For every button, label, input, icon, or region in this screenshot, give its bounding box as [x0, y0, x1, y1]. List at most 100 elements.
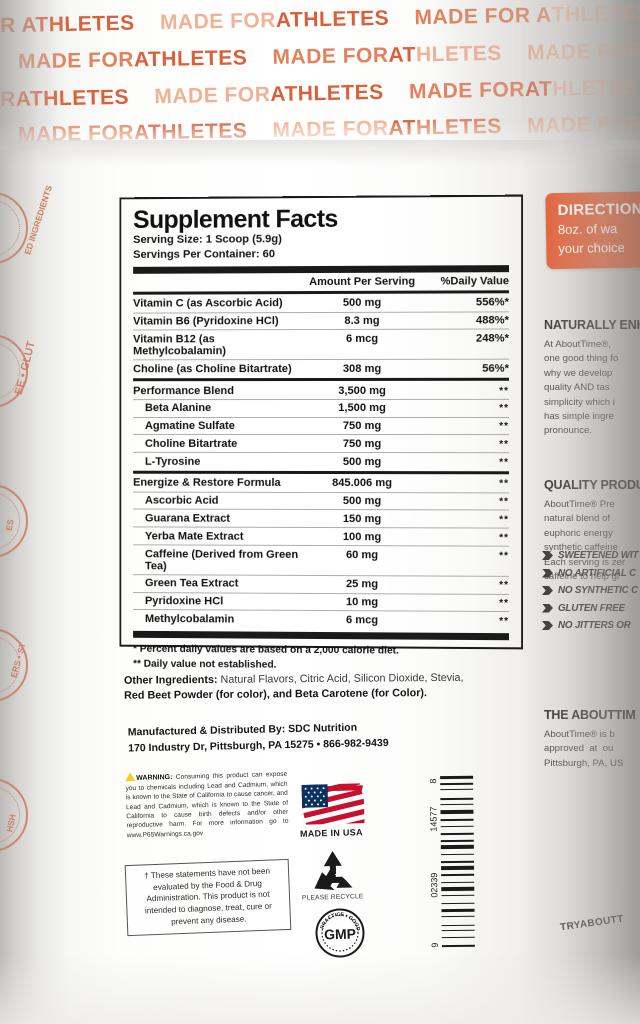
barcode-digit: 14577 [428, 806, 439, 832]
row-amount: 845.006 mg [332, 477, 393, 490]
row-amount: 100 mg [342, 530, 382, 544]
table-row: Vitamin B6 (Pyridoxine HCl) 8.3 mg 488%* [133, 310, 510, 330]
row-amount: 25 mg [345, 578, 379, 591]
row-amount: 150 mg [342, 513, 382, 526]
directions-line2: your choice [558, 240, 625, 257]
table-row: Methylcobalamin 6 mcg ** [133, 609, 510, 630]
row-name: L-Tyrosine [144, 455, 201, 468]
row-dv: ** [499, 385, 510, 397]
row-dv: ** [499, 598, 510, 610]
table-row: Choline (as Choline Bitartrate) 308 mg 5… [133, 358, 510, 378]
please-recycle-caption: PLEASE RECYCLE [301, 893, 364, 902]
table-header: Amount Per Serving %Daily Value [133, 272, 509, 291]
servings-per-container: Servings Per Container: 60 [133, 248, 276, 261]
table-row: Caffeine (Derived from Green Tea) 60 mg … [133, 544, 510, 576]
row-dv: ** [499, 496, 510, 508]
table-row: Choline Bitartrate 750 mg ** [133, 434, 510, 453]
row-name: Performance Blend [133, 384, 234, 397]
supplement-facts-title: Supplement Facts [133, 204, 338, 235]
row-name: Yerba Mate Extract [144, 530, 244, 543]
row-dv: ** [499, 532, 510, 544]
header-daily-value: %Daily Value [440, 274, 510, 288]
gmp-seal-icon: GMP PRACTICE • GOOD [315, 908, 365, 958]
barcode-bars [440, 770, 475, 956]
bullet-label: GLUTEN FREE [558, 602, 625, 614]
bullet-label: NO SYNTHETIC C [558, 585, 638, 596]
list-item: NO ARTIFICIAL C [542, 568, 640, 579]
row-dv: ** [499, 514, 510, 526]
row-amount: 60 mg [345, 548, 379, 561]
row-amount: 500 mg [342, 455, 382, 468]
row-dv: 488%* [475, 314, 510, 327]
row-amount: 6 mcg [345, 332, 379, 345]
row-dv: ** [499, 550, 510, 562]
other-ingredients-label: Other Ingredients: [123, 673, 218, 687]
left-edge-seal-label: ES [3, 518, 16, 532]
bullet-arrow-icon [542, 551, 553, 560]
row-dv: 248%* [475, 332, 510, 345]
list-item: GLUTEN FREE [542, 603, 640, 614]
bottom-shading [0, 954, 640, 1024]
row-amount: 8.3 mg [344, 314, 380, 328]
barcode-digit: 02339 [429, 872, 440, 898]
feature-bullet-list: SWEETENED WIT NO ARTIFICIAL C NO SYNTHET… [542, 550, 640, 638]
row-dv: ** [499, 403, 510, 415]
table-row: Green Tea Extract 25 mg ** [133, 573, 509, 594]
fda-disclaimer: † These statements have not been evaluat… [124, 858, 292, 937]
barcode-digit: 9 [429, 942, 440, 948]
made-in-usa-caption: MADE IN USA [299, 827, 363, 839]
barcode-digit: 8 [428, 778, 439, 784]
divider-medium [133, 377, 510, 382]
barcode: 8 14577 02339 9 [427, 770, 475, 956]
row-dv: ** [499, 615, 510, 628]
right-wrap-panel: DIRECTION 8oz. of wa your choice NATURAL… [528, 150, 640, 950]
warning-heading: WARNING: [136, 773, 173, 782]
other-ingredients-line2: Red Beet Powder (for color), and Beta Ca… [124, 687, 428, 703]
header-spacer [133, 276, 302, 289]
table-row: Vitamin B12 (as Methylcobalamin) 6 mcg 2… [133, 328, 510, 360]
list-item: NO JITTERS OR [542, 620, 640, 631]
row-amount: 500 mg [342, 297, 382, 310]
footnotes: * Percent daily values are based on a 2,… [133, 638, 509, 675]
row-dv: ** [499, 456, 510, 468]
warning-triangle-icon [125, 771, 136, 782]
other-ingredients-line1: Natural Flavors, Citric Acid, Silicon Di… [217, 671, 464, 686]
recycle-icon [314, 851, 353, 890]
bullet-arrow-icon [542, 568, 553, 578]
bullet-arrow-icon [542, 586, 553, 595]
row-name: Pyridoxine HCl [144, 595, 224, 608]
row-name: Beta Alanine [144, 402, 212, 415]
row-amount: 6 mcg [345, 614, 379, 627]
table-row: Energize & Restore Formula 845.006 mg ** [133, 475, 509, 492]
row-name: Energize & Restore Formula [133, 477, 281, 490]
table-row: Beta Alanine 1,500 mg ** [133, 398, 510, 417]
bullet-label: NO ARTIFICIAL C [558, 567, 636, 579]
row-amount: 500 mg [342, 495, 382, 508]
row-amount: 308 mg [342, 362, 382, 375]
row-dv: ** [499, 438, 510, 451]
row-dv: ** [499, 478, 510, 490]
svg-text:GMP: GMP [324, 926, 356, 943]
row-name: Green Tea Extract [144, 577, 239, 590]
row-dv: ** [499, 421, 510, 433]
row-amount: 10 mg [345, 596, 379, 609]
row-name: Guarana Extract [144, 512, 230, 525]
header-amount: Amount Per Serving [309, 275, 416, 288]
list-item: SWEETENED WIT [542, 550, 640, 561]
row-name: Agmatine Sulfate [144, 420, 235, 433]
barcode-digits: 8 14577 02339 9 [427, 770, 442, 956]
bullet-label: NO JITTERS OR [558, 620, 631, 631]
other-ingredients: Other Ingredients: Natural Flavors, Citr… [124, 670, 516, 704]
table-row: Yerba Mate Extract 100 mg ** [133, 526, 510, 546]
row-name: Caffeine (Derived from Green Tea) [144, 547, 299, 572]
divider-medium [133, 470, 510, 475]
prop65-warning: WARNING: Consuming this product can expo… [125, 768, 289, 841]
directions-title: DIRECTION [557, 200, 640, 220]
naturally-enhanced-title: NATURALLY ENH [544, 318, 640, 332]
row-dv: 56%* [482, 362, 510, 375]
list-item: NO SYNTHETIC C [542, 585, 640, 596]
table-row: Guarana Extract 150 mg ** [133, 508, 510, 528]
bullet-label: SWEETENED WIT [558, 550, 639, 561]
row-dv: 556%* [475, 296, 510, 309]
